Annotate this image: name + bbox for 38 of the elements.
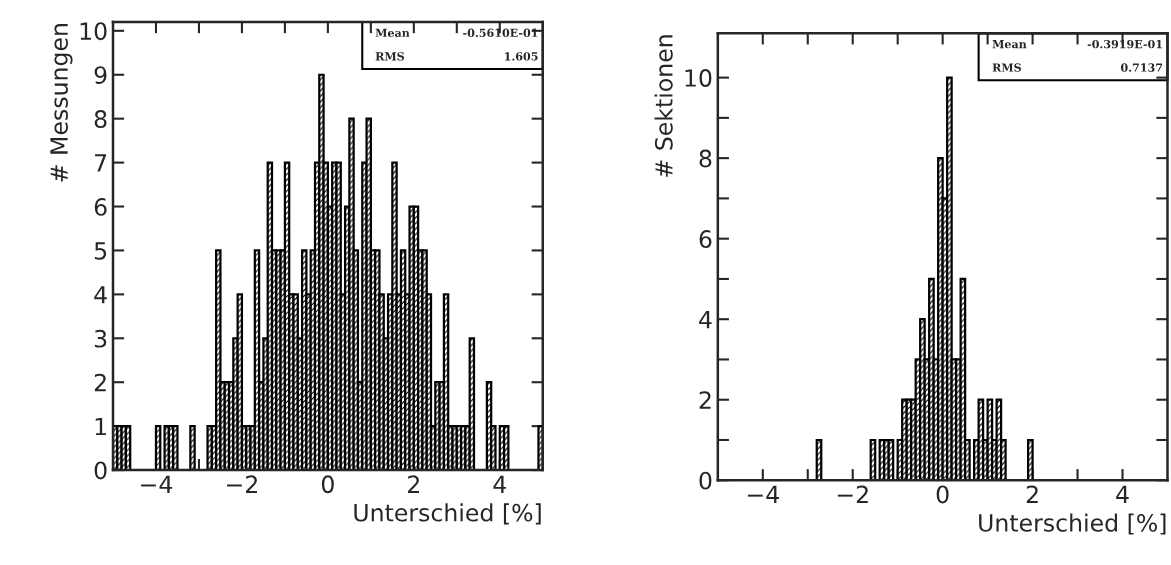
x-axis-title: Unterschied [%] [354,503,541,525]
x-tick-label: 0 [321,475,334,494]
x-tick-label: 4 [493,475,506,493]
y-tick-label: 8 [699,149,712,168]
x-tick-label: −4 [141,475,173,493]
x-tick-label: −2 [837,485,868,504]
y-tick-label: 4 [699,310,712,329]
x-tick-label: −4 [747,485,779,504]
y-tick-label: 2 [699,391,711,409]
x-tick-label: 2 [1026,485,1038,504]
y-tick-label: 9 [94,66,107,85]
y-tick-label: 6 [94,197,107,216]
x-tick-label: 2 [408,475,419,493]
y-tick-label: 4 [94,286,107,304]
x-tick-label: 0 [936,485,949,504]
x-tick-label: 4 [1116,485,1129,504]
y-axis-title: # Messungen [50,24,73,182]
y-tick-label: 2 [94,373,106,392]
annotation: -0.5610E-01 [463,28,538,38]
x-tick-label: −2 [227,475,257,493]
y-tick-label: 3 [94,329,107,348]
y-tick-label: 6 [699,230,712,248]
y-tick-label: 0 [94,461,107,480]
annotation: RMS [992,63,1022,72]
y-tick-label: 1 [95,417,106,436]
y-tick-label: 7 [95,154,107,172]
y-tick-label: 5 [94,242,107,260]
y-tick-label: 8 [94,110,107,128]
annotation: -0.3919E-01 [1087,39,1162,49]
y-axis-title: # Sektionen [654,35,673,177]
annotation: Mean [375,28,410,38]
annotation: 0.7137 [1120,63,1163,72]
annotation: RMS [375,52,405,61]
annotation: Mean [992,40,1027,49]
y-tick-label: 10 [685,69,712,87]
x-axis-title: Unterschied [%] [979,513,1166,535]
y-tick-label: 10 [80,22,107,41]
annotation: 1.605 [505,52,538,61]
